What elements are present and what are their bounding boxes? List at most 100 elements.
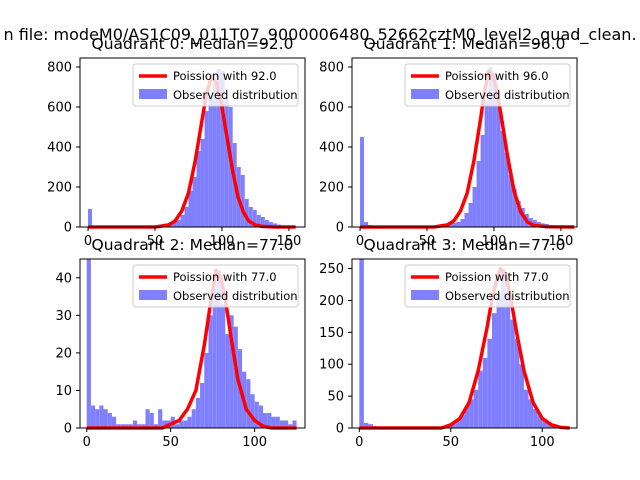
y-tick-label: 0 [336, 422, 344, 437]
axes-frame [351, 57, 578, 228]
quadrant-0-panel: 0 50 100 150 0 200 400 600 800 Poission with 92.0… [47, 35, 306, 249]
hist-bar [90, 405, 96, 428]
quadrant-2-title: Quadrant 2: Median=77.0 [92, 236, 294, 254]
y-tick-label: 0 [64, 422, 72, 437]
legend-label-poisson: Poission with 92.0 [173, 69, 277, 83]
hist-bar [184, 207, 189, 227]
y-tick-label: 0 [64, 221, 72, 236]
legend-box [404, 63, 571, 107]
hist-bar [473, 389, 479, 428]
hist-bar [176, 220, 181, 227]
hist-bar [460, 219, 465, 227]
hist-bar [95, 409, 100, 428]
quadrant-0-title: Quadrant 0: Median=92.0 [92, 35, 294, 53]
y-tick-label: 400 [47, 141, 72, 156]
hist-bar [233, 326, 238, 428]
y-tick-label: 400 [319, 141, 344, 156]
hist-bar [476, 161, 481, 227]
axes-frame [79, 258, 306, 429]
legend-label-observed: Observed distribution [173, 88, 298, 102]
hist-bar [292, 420, 297, 428]
y-tick-label: 200 [319, 181, 344, 196]
hist-bar [179, 420, 184, 428]
hist-bar [279, 420, 285, 428]
hist-bar [496, 294, 502, 428]
hist-bar [174, 424, 180, 428]
hist-bar [204, 111, 209, 227]
hist-bar [448, 224, 453, 227]
legend-hist-swatch [139, 89, 167, 99]
hist-bar [103, 409, 108, 428]
hist-bar [132, 420, 138, 428]
y-tick-label: 600 [47, 101, 72, 116]
hist-bar [208, 97, 213, 227]
hist-bar [492, 73, 497, 227]
hist-bar [500, 131, 505, 227]
hist-bar [191, 409, 196, 428]
hist-bar [88, 209, 93, 227]
hist-bar [240, 175, 245, 227]
hist-bar [220, 71, 225, 227]
hist-bar [491, 313, 497, 428]
hist-bar [452, 223, 457, 227]
hist-bar [359, 259, 364, 428]
hist-bar [368, 424, 374, 428]
hist-bar [542, 418, 547, 428]
y-tick-label: 0 [336, 221, 344, 236]
hist-bar [456, 222, 461, 227]
x-tick-label: 0 [356, 234, 364, 249]
hist-bar [258, 405, 264, 428]
hist-bar [196, 151, 201, 227]
hist-bar [284, 420, 289, 428]
hist-bar [229, 315, 234, 428]
hist-bar [172, 222, 177, 227]
y-tick-label: 100 [319, 358, 344, 373]
legend-hist-swatch [411, 89, 439, 99]
x-tick-label: 100 [210, 234, 235, 249]
y-tick-label: 150 [319, 326, 344, 341]
legend-label-poisson: Poission with 77.0 [173, 270, 277, 284]
hist-bar [264, 220, 269, 227]
hist-bar [275, 416, 280, 428]
hist-bar [225, 334, 230, 428]
hist-bar [480, 135, 485, 227]
hist-bar [212, 289, 217, 428]
hist-bar [246, 379, 251, 428]
x-tick-label: 0 [355, 435, 363, 450]
hist-bar [208, 315, 213, 428]
quadrant-2-panel: 0 50 100 0 10 20 30 40 Poission with 77.0 Observe… [55, 236, 306, 450]
hist-bar [510, 319, 515, 428]
hist-bar [482, 357, 488, 428]
hist-bar [188, 191, 193, 227]
x-tick-label: 50 [419, 234, 436, 249]
hist-bar [268, 222, 273, 227]
hist-bar [537, 415, 543, 428]
hist-bar [216, 270, 222, 428]
hist-bar [508, 175, 513, 227]
legend: Poission with 92.0 Observed distribution [132, 63, 299, 107]
hist-bar [523, 389, 529, 428]
hist-bar [153, 424, 159, 428]
hist-bar [505, 294, 511, 428]
figure-suptitle: n file: modeM0/AS1C09_011T07_9000006480_… [3, 25, 636, 45]
y-tick-label: 20 [55, 346, 72, 361]
hist-bar [187, 416, 192, 428]
hist-bar [256, 215, 261, 227]
hist-bar [516, 201, 521, 227]
y-tick-label: 30 [55, 309, 72, 324]
legend-label-poisson: Poission with 96.0 [445, 69, 549, 83]
legend: Poission with 77.0 Observed distribution [132, 264, 299, 308]
hist-bar [195, 397, 201, 428]
hist-bar [212, 83, 217, 227]
hist-bar [263, 412, 268, 428]
legend: Poission with 77.0 Observed distribution [404, 264, 571, 308]
x-tick-label: 150 [277, 234, 302, 249]
hist-bar [468, 203, 473, 227]
hist-bar [464, 405, 470, 428]
hist-bar [459, 415, 465, 428]
x-tick-label: 50 [162, 435, 179, 450]
legend-box [132, 264, 299, 308]
legend-box [132, 63, 299, 107]
hist-bar [464, 213, 469, 227]
